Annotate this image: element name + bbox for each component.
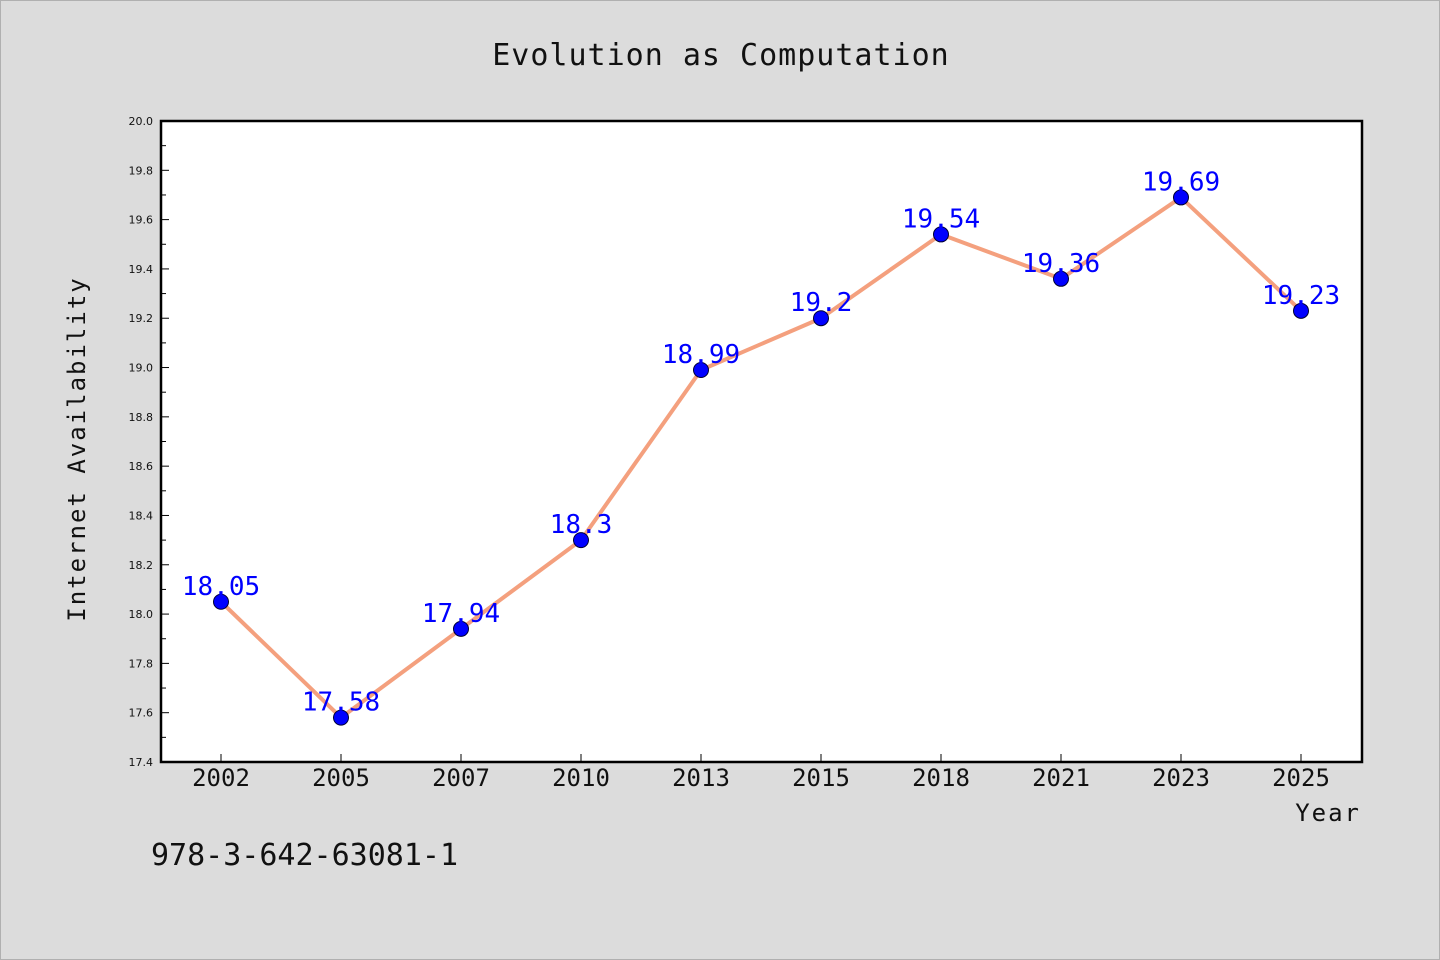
y-axis-label: Internet Availability	[63, 276, 91, 621]
x-tick-label: 2018	[912, 764, 970, 792]
data-label: 18.05	[182, 572, 260, 602]
x-tick-label: 2015	[792, 764, 850, 792]
data-label: 18.3	[550, 510, 613, 540]
data-point	[1053, 270, 1069, 287]
x-tick-label: 2007	[432, 764, 490, 792]
series-line	[219, 195, 1303, 720]
x-tick-label: 2013	[672, 764, 730, 792]
data-point	[693, 362, 709, 379]
y-tick-label: 17.6	[129, 707, 154, 720]
y-tick-label: 18.4	[129, 509, 154, 522]
isbn-text: 978-3-642-63081-1	[151, 838, 458, 873]
y-tick-label: 19.0	[129, 362, 154, 375]
data-point	[1173, 189, 1189, 206]
data-label: 17.58	[302, 688, 380, 718]
x-tick-label: 2010	[552, 764, 610, 792]
data-label: 17.94	[422, 599, 500, 629]
y-tick-label: 17.4	[129, 756, 154, 769]
y-tick-label: 19.8	[129, 164, 154, 177]
data-label: 19.69	[1142, 167, 1220, 197]
plot-area	[161, 121, 1362, 762]
data-label: 18.99	[662, 340, 740, 370]
y-tick-label: 20.0	[129, 115, 154, 128]
x-tick-label: 2002	[192, 764, 250, 792]
y-tick-label: 19.2	[129, 312, 154, 325]
chart-title: Evolution as Computation	[492, 38, 949, 73]
x-tick-label: 2025	[1272, 764, 1330, 792]
y-axis: 17.4 17.6 17.8 18.0 18.2 18.4 18.6 18.8 19.0 19.2…	[129, 115, 169, 769]
plot-frame	[159, 119, 1364, 764]
data-point	[573, 532, 589, 549]
x-axis: 2002 2005 2007 2010 2013 2015 2018 2021 2023 2025	[192, 754, 1330, 792]
data-point	[453, 620, 469, 637]
x-tick-label: 2021	[1032, 764, 1090, 792]
data-point	[333, 709, 349, 726]
y-tick-label: 17.8	[129, 657, 154, 670]
x-tick-label: 2005	[312, 764, 370, 792]
y-tick-label: 18.0	[129, 608, 154, 621]
data-label: 19.36	[1022, 249, 1100, 279]
x-tick-label: 2023	[1152, 764, 1210, 792]
y-tick-label: 19.4	[129, 263, 154, 276]
data-labels-layer: 18.05 17.58 17.94 18.3 18.99 19.2 19.54 19.36 19…	[182, 167, 1340, 717]
data-label: 19.54	[902, 204, 980, 234]
data-point	[213, 593, 229, 610]
data-point	[1293, 302, 1309, 319]
series-layer	[213, 189, 1309, 726]
y-tick-label: 18.8	[129, 411, 154, 424]
data-label: 19.23	[1262, 281, 1340, 311]
data-point	[813, 310, 829, 327]
y-tick-label: 19.6	[129, 214, 154, 227]
x-axis-label: Year	[1295, 799, 1361, 827]
y-tick-label: 18.6	[129, 460, 154, 473]
data-point	[933, 226, 949, 243]
data-label: 19.2	[790, 288, 853, 318]
y-tick-label: 18.2	[129, 559, 154, 572]
